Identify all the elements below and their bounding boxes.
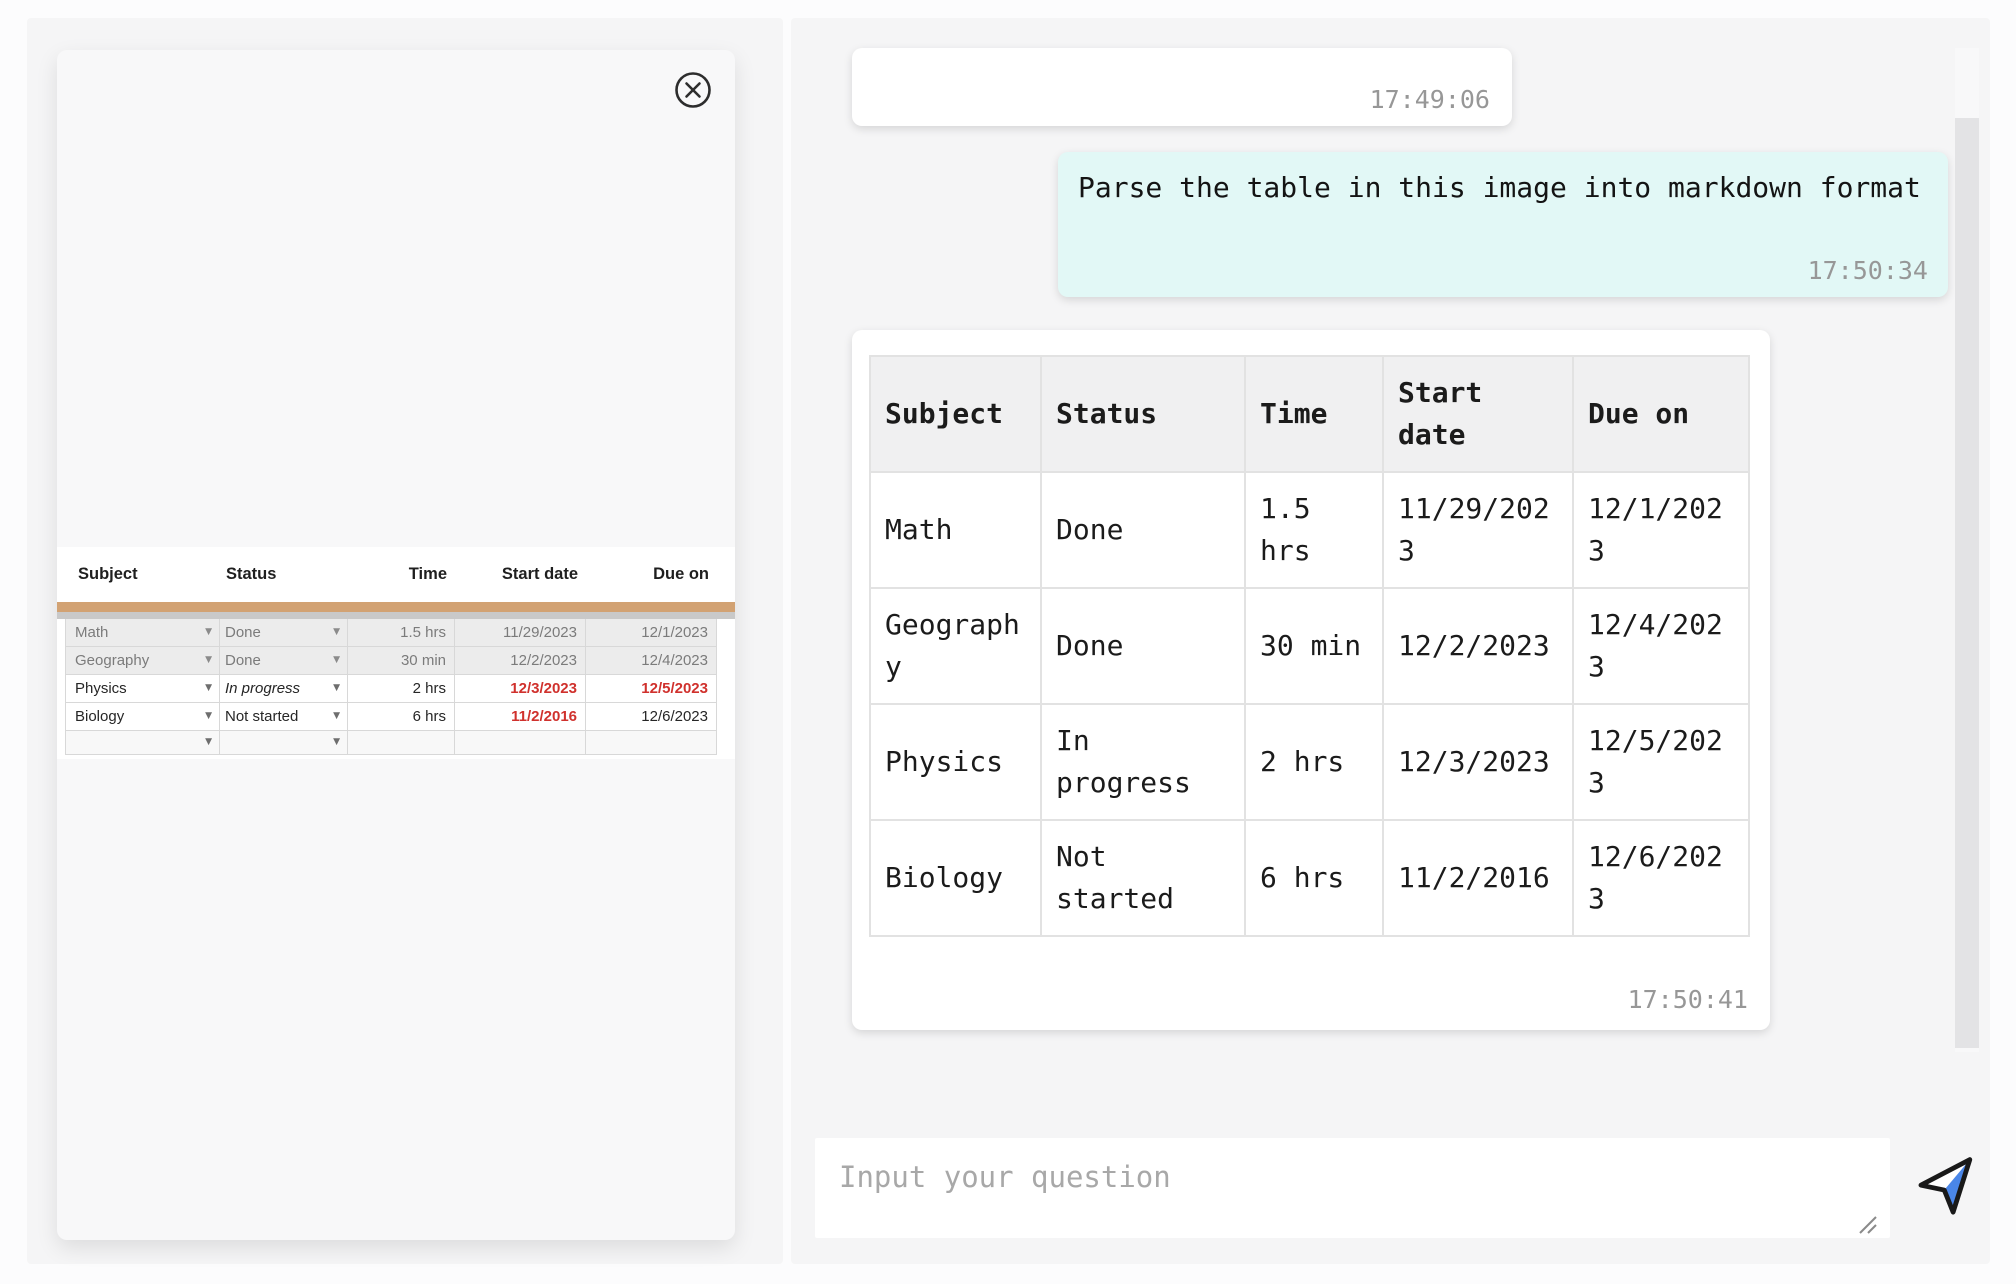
markdown-table: Subject Status Time Start date Due on Ma… xyxy=(869,355,1750,937)
cell-due-on: 12/6/2023 xyxy=(586,703,717,730)
col-header-start-date: Start date xyxy=(1382,355,1574,473)
cell-start-date-overdue: 12/3/2023 xyxy=(455,675,586,702)
cell: Not started xyxy=(1040,819,1246,937)
dropdown-arrow-icon: ▼ xyxy=(205,711,212,721)
cell-subject: Physics xyxy=(75,680,127,697)
cell-due-on-overdue: 12/5/2023 xyxy=(586,675,717,702)
cell-subject: Math xyxy=(75,624,109,641)
user-message-text: Parse the table in this image into markd… xyxy=(1078,171,1921,204)
close-preview-button[interactable] xyxy=(670,67,716,113)
cell-start-date: 11/29/2023 xyxy=(455,619,586,646)
message-timestamp: 17:50:34 xyxy=(1807,256,1928,285)
dropdown-arrow-icon: ▼ xyxy=(333,683,340,693)
send-button[interactable] xyxy=(1915,1146,1987,1218)
dropdown-arrow-icon: ▼ xyxy=(333,737,340,747)
cell-time: 6 hrs xyxy=(348,703,455,730)
cell: 30 min xyxy=(1244,587,1384,705)
user-message-bubble: Parse the table in this image into markd… xyxy=(1058,152,1948,297)
cell: In progress xyxy=(1040,703,1246,821)
send-icon xyxy=(1918,1157,1973,1215)
cell: 2 hrs xyxy=(1244,703,1384,821)
cell-start-date: 12/2/2023 xyxy=(455,647,586,674)
close-icon xyxy=(675,72,711,108)
cell: 12/2/2023 xyxy=(1382,587,1574,705)
cell-subject: Biology xyxy=(75,708,125,725)
cell: 11/29/2023 xyxy=(1382,471,1574,589)
dropdown-arrow-icon: ▼ xyxy=(333,627,340,637)
sheet-header-start-date: Start date xyxy=(501,565,578,583)
dropdown-arrow-icon: ▼ xyxy=(205,627,212,637)
sheet-row-geography: Geography ▼ Done ▼ 30 min 12/2/2023 12/4/2… xyxy=(65,647,717,675)
cell-status: In progress xyxy=(225,680,301,697)
cell: Math xyxy=(869,471,1042,589)
image-preview-panel: Subject Status Time Start date Due on Ma… xyxy=(27,18,783,1264)
resize-grip-icon[interactable] xyxy=(1853,1210,1879,1236)
sheet-accent-bar xyxy=(57,602,735,612)
message-timestamp: 17:49:06 xyxy=(1369,85,1490,114)
table-row: Biology Not started 6 hrs 11/2/2016 12/6… xyxy=(869,819,1750,937)
table-row: Geography Done 30 min 12/2/2023 12/4/202… xyxy=(869,587,1750,705)
sheet-header-subject: Subject xyxy=(78,565,138,583)
sheet-row-physics: Physics ▼ In progress ▼ 2 hrs 12/3/2023 12… xyxy=(65,675,717,703)
col-header-status: Status xyxy=(1040,355,1246,473)
col-header-due-on: Due on xyxy=(1572,355,1750,473)
cell: 11/2/2016 xyxy=(1382,819,1574,937)
cell: Physics xyxy=(869,703,1042,821)
cell-status: Not started xyxy=(225,708,299,725)
cell: Done xyxy=(1040,587,1246,705)
cell: 1.5 hrs xyxy=(1244,471,1384,589)
cell: 12/3/2023 xyxy=(1382,703,1574,821)
sheet-header-row: Subject Status Time Start date Due on xyxy=(65,549,717,600)
message-timestamp: 17:50:41 xyxy=(1627,985,1748,1014)
spreadsheet-image: Subject Status Time Start date Due on Ma… xyxy=(57,547,735,759)
cell: 12/5/2023 xyxy=(1572,703,1750,821)
cell: Geography xyxy=(869,587,1042,705)
dropdown-arrow-icon: ▼ xyxy=(205,737,212,747)
cell-subject: Geography xyxy=(75,652,150,669)
sheet-row-empty: ▼ ▼ xyxy=(65,731,717,755)
cell-due-on: 12/1/2023 xyxy=(586,619,717,646)
question-input[interactable] xyxy=(815,1138,1890,1238)
cell: Done xyxy=(1040,471,1246,589)
table-row: Physics In progress 2 hrs 12/3/2023 12/5… xyxy=(869,703,1750,821)
table-header-row: Subject Status Time Start date Due on xyxy=(869,355,1750,473)
cell-time: 1.5 hrs xyxy=(348,619,455,646)
cell: 12/6/2023 xyxy=(1572,819,1750,937)
chat-scrollbar-thumb[interactable] xyxy=(1955,118,1979,1048)
cell-status: Done xyxy=(225,624,261,641)
dropdown-arrow-icon: ▼ xyxy=(333,655,340,665)
sheet-row-math: Math ▼ Done ▼ 1.5 hrs 11/29/2023 12/1/2023 xyxy=(65,619,717,647)
chat-panel: 17:49:06 Parse the table in this image i… xyxy=(791,18,1990,1264)
chat-scrollbar[interactable] xyxy=(1955,48,1979,1052)
cell-time: 2 hrs xyxy=(348,675,455,702)
sheet-header-due-on: Due on xyxy=(653,565,709,583)
sheet-header-status: Status xyxy=(226,565,277,583)
col-header-time: Time xyxy=(1244,355,1384,473)
image-message-bubble: 17:49:06 xyxy=(852,48,1512,126)
dropdown-arrow-icon: ▼ xyxy=(205,655,212,665)
sheet-header-time: Time xyxy=(408,565,447,583)
sheet-gray-strip xyxy=(57,612,735,619)
dropdown-arrow-icon: ▼ xyxy=(333,711,340,721)
sheet-row-biology: Biology ▼ Not started ▼ 6 hrs 11/2/2016 12… xyxy=(65,703,717,731)
cell: 12/4/2023 xyxy=(1572,587,1750,705)
cell: Biology xyxy=(869,819,1042,937)
cell: 12/1/2023 xyxy=(1572,471,1750,589)
dropdown-arrow-icon: ▼ xyxy=(205,683,212,693)
cell-status: Done xyxy=(225,652,261,669)
cell-due-on: 12/4/2023 xyxy=(586,647,717,674)
assistant-message-bubble: Subject Status Time Start date Due on Ma… xyxy=(852,330,1770,1030)
table-row: Math Done 1.5 hrs 11/29/2023 12/1/2023 xyxy=(869,471,1750,589)
cell-time: 30 min xyxy=(348,647,455,674)
cell: 6 hrs xyxy=(1244,819,1384,937)
image-preview-card: Subject Status Time Start date Due on Ma… xyxy=(57,50,735,1240)
sheet-rows: Math ▼ Done ▼ 1.5 hrs 11/29/2023 12/1/2023… xyxy=(65,619,717,755)
col-header-subject: Subject xyxy=(869,355,1042,473)
cell-start-date-overdue: 11/2/2016 xyxy=(455,703,586,730)
